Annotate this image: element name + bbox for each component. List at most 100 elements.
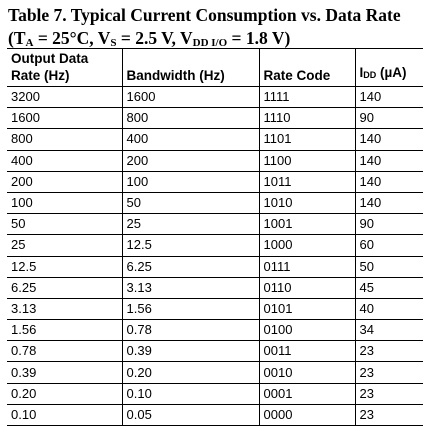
header-output-data-rate-line1: Output Data [11,51,89,66]
table-row: 0.10 0.05 0000 23 [7,404,423,426]
cell-output-data-rate: 6.25 [7,277,122,299]
cell-bandwidth: 0.20 [121,361,259,384]
table-row: 3.13 1.56 0101 40 [7,298,423,321]
header-output-data-rate-line2: Rate (Hz) [11,68,70,83]
cell-bandwidth: 0.10 [121,383,259,405]
cell-rate-code: 0110 [258,277,355,299]
cell-output-data-rate: 50 [7,213,122,236]
header-idd: IDD (µA) [354,48,423,87]
cell-idd: 140 [354,192,423,215]
cell-bandwidth: 12.5 [121,234,259,257]
table-row: 6.25 3.13 0110 45 [7,277,423,299]
cell-output-data-rate: 800 [7,128,122,151]
cell-bandwidth: 800 [121,107,259,130]
cell-bandwidth: 1.56 [121,298,259,321]
cell-output-data-rate: 0.78 [7,340,122,363]
cell-bandwidth: 400 [121,128,259,151]
cell-bandwidth: 0.78 [121,319,259,342]
cell-bandwidth: 6.25 [121,256,259,278]
cell-rate-code: 1011 [258,171,355,193]
header-idd-suffix: (µA) [376,65,407,80]
cell-bandwidth: 200 [121,150,259,172]
cell-rate-code: 1001 [258,213,355,236]
cell-idd: 23 [354,340,423,363]
cell-output-data-rate: 0.39 [7,361,122,384]
table-row: 1.56 0.78 0100 34 [7,319,423,342]
header-bandwidth: Bandwidth (Hz) [121,48,259,87]
cell-idd: 50 [354,256,423,278]
cell-output-data-rate: 0.20 [7,383,122,405]
header-idd-sub: DD [363,70,377,80]
cell-idd: 34 [354,319,423,342]
cell-bandwidth: 0.05 [121,404,259,426]
header-idd-prefix: I [359,65,364,80]
table-row: 0.39 0.20 0010 23 [7,361,423,384]
table-row: 400 200 1100 140 [7,150,423,172]
cell-idd: 90 [354,213,423,236]
table-container: Output Data Rate (Hz) Bandwidth (Hz) Rate… [7,48,423,426]
cell-bandwidth: 3.13 [121,277,259,299]
cell-idd: 90 [354,107,423,130]
cell-rate-code: 0011 [258,340,355,363]
cell-rate-code: 0000 [258,404,355,426]
cell-idd: 140 [354,128,423,151]
table-row: 100 50 1010 140 [7,192,423,215]
header-rate-code: Rate Code [258,48,355,87]
cell-rate-code: 0010 [258,361,355,384]
cell-bandwidth: 100 [121,171,259,193]
caption-conditions-mid1: = 25°C, V [33,28,111,48]
cell-output-data-rate: 3.13 [7,298,122,321]
cell-output-data-rate: 400 [7,150,122,172]
caption-conditions-suffix: = 1.8 V) [227,28,291,48]
cell-idd: 23 [354,404,423,426]
table-header-row: Output Data Rate (Hz) Bandwidth (Hz) Rate… [7,48,423,87]
cell-output-data-rate: 12.5 [7,256,122,278]
cell-rate-code: 1010 [258,192,355,215]
cell-idd: 140 [354,86,423,109]
cell-output-data-rate: 1600 [7,107,122,130]
table-row: 50 25 1001 90 [7,213,423,236]
cell-output-data-rate: 25 [7,234,122,257]
cell-rate-code: 1100 [258,150,355,172]
cell-rate-code: 0101 [258,298,355,321]
cell-idd: 40 [354,298,423,321]
cell-idd: 60 [354,234,423,257]
table-row: 25 12.5 1000 60 [7,234,423,257]
cell-idd: 140 [354,171,423,193]
table-row: 0.78 0.39 0011 23 [7,340,423,363]
cell-bandwidth: 0.39 [121,340,259,363]
caption-conditions-mid2: = 2.5 V, V [116,28,193,48]
cell-rate-code: 1111 [258,86,355,109]
table-row: 12.5 6.25 0111 50 [7,256,423,278]
cell-bandwidth: 50 [121,192,259,215]
caption-sub-vs: S [110,37,117,49]
caption-conditions-prefix: (T [8,28,26,48]
cell-idd: 23 [354,383,423,405]
header-output-data-rate: Output Data Rate (Hz) [7,48,122,87]
table-row: 1600 800 1110 90 [7,107,423,130]
cell-bandwidth: 25 [121,213,259,236]
cell-rate-code: 0111 [258,256,355,278]
cell-rate-code: 1110 [258,107,355,130]
caption-conditions: (TA = 25°C, VS = 2.5 V, VDD I/O = 1.8 V) [8,27,428,55]
table-row: 200 100 1011 140 [7,171,423,193]
cell-output-data-rate: 200 [7,171,122,193]
table-row: 3200 1600 1111 140 [7,86,423,109]
cell-bandwidth: 1600 [121,86,259,109]
cell-rate-code: 1000 [258,234,355,257]
current-consumption-table: Output Data Rate (Hz) Bandwidth (Hz) Rate… [7,48,423,426]
cell-idd: 140 [354,150,423,172]
cell-rate-code: 1101 [258,128,355,151]
cell-output-data-rate: 1.56 [7,319,122,342]
caption-title: Table 7. Typical Current Consumption vs.… [8,5,401,25]
cell-output-data-rate: 100 [7,192,122,215]
table-caption: Table 7. Typical Current Consumption vs.… [8,4,428,55]
cell-idd: 45 [354,277,423,299]
caption-sub-vddio: DD I/O [192,37,228,49]
cell-output-data-rate: 3200 [7,86,122,109]
caption-sub-ta: A [25,37,34,49]
table-row: 800 400 1101 140 [7,128,423,151]
table-row: 0.20 0.10 0001 23 [7,383,423,405]
cell-idd: 23 [354,361,423,384]
cell-rate-code: 0001 [258,383,355,405]
